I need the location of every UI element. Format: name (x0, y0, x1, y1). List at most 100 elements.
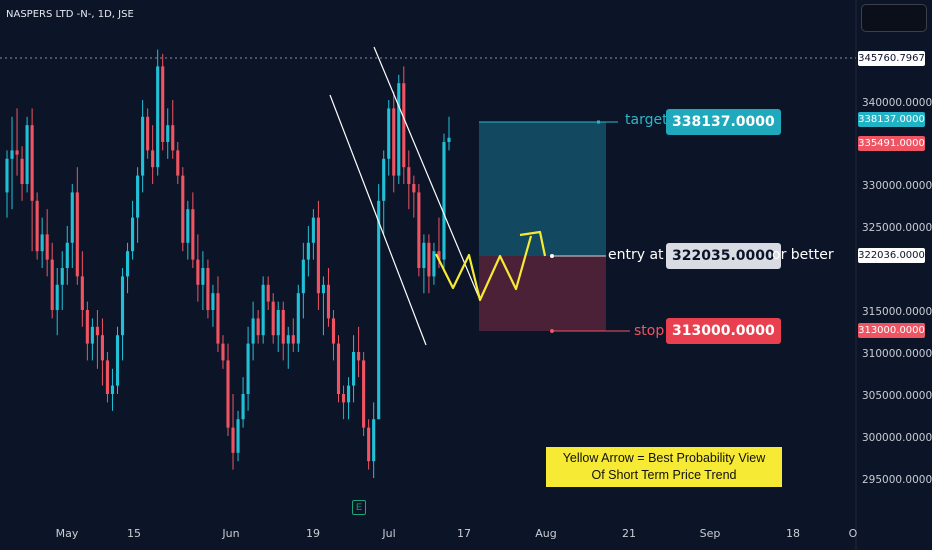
candle-body (397, 83, 401, 176)
candle-body (95, 326, 99, 336)
x-tick-label: Jun (222, 527, 240, 540)
x-tick-label: May (55, 527, 79, 540)
candle-body (357, 352, 361, 361)
candle-body (362, 360, 366, 428)
candle-body (206, 268, 210, 310)
candle-body (176, 150, 180, 176)
x-tick-label: O (848, 527, 858, 540)
candle-body (55, 284, 59, 310)
candle-body (231, 427, 235, 453)
candle-body (311, 217, 315, 243)
target-value-box: 338137.0000 (666, 109, 781, 135)
candle-body (105, 360, 110, 394)
candle-body (377, 200, 381, 420)
candle-body (246, 343, 250, 394)
candle-body (221, 343, 225, 361)
candle-body (301, 259, 305, 294)
x-tick-label: Jul (382, 527, 396, 540)
candle-body (241, 394, 245, 420)
candle-body (417, 192, 421, 268)
price-tag-stop: 313000.0000 (858, 323, 925, 338)
projection-arrow-head (519, 230, 547, 257)
yellow-note: Yellow Arrow = Best Probability View Of … (546, 447, 782, 487)
y-tick-label: 305000.0000 (862, 390, 932, 402)
candle-body (447, 137, 451, 142)
candle-body (110, 385, 115, 394)
candle-body (90, 326, 94, 344)
price-tag-last: 335491.0000 (858, 136, 925, 151)
candle-body (186, 209, 190, 243)
x-tick-label: 19 (306, 527, 320, 540)
candle-body (70, 192, 74, 243)
candle-body (286, 335, 290, 344)
candle-body (276, 310, 280, 336)
candle-body (141, 116, 145, 176)
stop-label: stop (634, 323, 665, 339)
candle-body (10, 150, 14, 159)
candle-body (191, 209, 195, 260)
candle-body (372, 419, 376, 462)
candle-body (35, 200, 39, 252)
target-zone (479, 122, 606, 256)
entry-label: entry at (608, 247, 664, 263)
channel-line-upper (373, 46, 481, 301)
entry-dot (550, 254, 554, 258)
y-tick-label: 330000.0000 (862, 180, 932, 192)
candle-body (40, 234, 44, 252)
candle-body (256, 318, 260, 336)
candle-body (271, 301, 275, 336)
candle-body (136, 175, 140, 218)
x-tick-label: 15 (127, 527, 141, 540)
candle-body (236, 419, 240, 453)
candle-body (437, 251, 441, 260)
y-tick-label: 325000.0000 (862, 222, 932, 234)
candle-body (131, 217, 135, 252)
stop-value-box: 313000.0000 (666, 318, 781, 344)
projection-arrow (435, 235, 533, 302)
candle-body (412, 184, 416, 193)
candle-body (151, 150, 155, 168)
stop-dot (550, 329, 554, 333)
candle-body (402, 83, 406, 168)
note-line-2: Of Short Term Price Trend (591, 468, 737, 482)
top-right-button[interactable] (861, 4, 927, 32)
candle-body (216, 293, 220, 344)
candle-body (15, 150, 19, 155)
x-tick-label: 18 (786, 527, 800, 540)
x-tick-label: 21 (622, 527, 636, 540)
candle-body (75, 192, 79, 277)
candle-body (336, 343, 341, 394)
candle-body (346, 385, 351, 403)
price-tag-dashed-high: 345760.7967 (858, 51, 925, 66)
candle-body (45, 234, 49, 260)
candle-body (331, 318, 336, 344)
candle-body (427, 242, 431, 277)
price-tag-entry: 322036.0000 (858, 248, 925, 263)
candle-body (422, 242, 426, 268)
candle-body (120, 276, 125, 336)
entry-suffix: or better (772, 247, 834, 263)
candle-body (387, 108, 391, 159)
x-tick-label: Sep (699, 527, 721, 540)
candle-body (226, 360, 230, 428)
candle-body (316, 217, 320, 294)
candle-body (60, 268, 64, 285)
candle-body (156, 66, 160, 168)
y-tick-label: 340000.0000 (862, 97, 932, 109)
candle-body (382, 158, 386, 201)
candle-body (50, 259, 54, 310)
earnings-icon[interactable]: E (352, 500, 366, 515)
candle-body (261, 284, 265, 336)
y-tick-label: 300000.0000 (862, 432, 932, 444)
x-tick-label: Aug (535, 527, 557, 540)
candle-body (251, 318, 255, 344)
candle-body (201, 268, 205, 285)
candle-body (367, 427, 371, 462)
candle-body (100, 335, 104, 361)
candle-body (266, 284, 270, 302)
candle-body (65, 242, 69, 268)
y-tick-label: 295000.0000 (862, 474, 932, 486)
candle-body (432, 251, 436, 277)
candle-body (125, 251, 130, 277)
